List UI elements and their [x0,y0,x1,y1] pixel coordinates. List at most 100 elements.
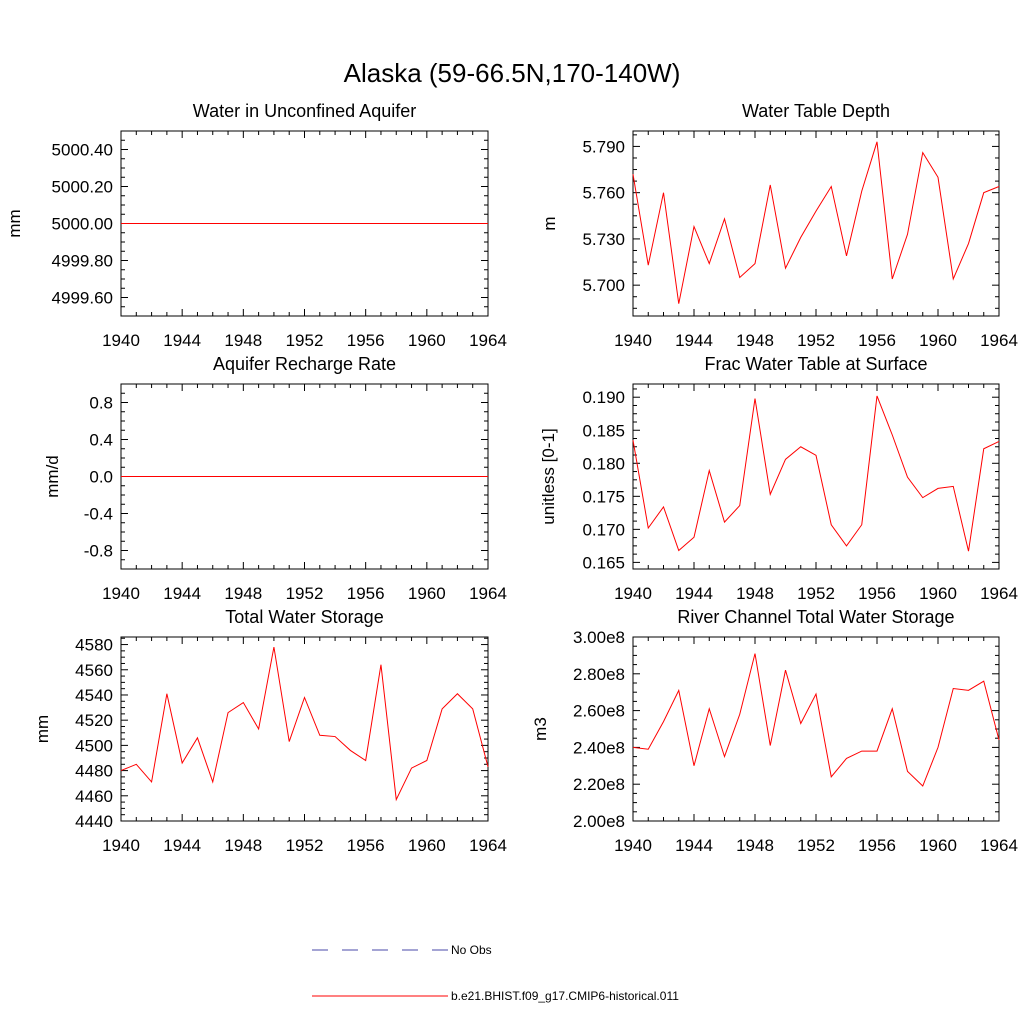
x-tick-label: 1940 [102,331,140,350]
x-tick-label: 1956 [858,836,896,855]
y-tick-label: 0.4 [89,431,113,450]
panel-title: Water Table Depth [742,101,890,121]
y-tick-label: 5.700 [582,276,625,295]
plot-frame [632,636,1000,822]
y-tick-label: 2.80e8 [573,665,625,684]
series-line [632,653,1000,787]
panel-title: Aquifer Recharge Rate [213,354,396,374]
y-axis-label: mm [33,715,52,743]
y-tick-label: 5000.40 [52,141,113,160]
series-line [632,141,1000,304]
x-tick-label: 1952 [797,836,835,855]
y-tick-label: 3.00e8 [573,628,625,647]
y-tick-label: 5.790 [582,137,625,156]
y-tick-label: 0.170 [582,520,625,539]
x-tick-label: 1964 [980,836,1018,855]
y-tick-label: 0.8 [89,394,113,413]
chart-panel-1: Water in Unconfined Aquifer 1940 1944 1948 1… [5,101,507,350]
x-tick-label: 1956 [858,331,896,350]
y-tick-label: 5.760 [582,184,625,203]
chart-panel-5: Total Water Storage 1940 1944 1948 1952 1956 1… [33,607,507,855]
x-tick-label: 1944 [675,836,713,855]
x-tick-label: 1944 [163,836,201,855]
y-tick-label: 2.40e8 [573,738,625,757]
y-tick-label: 0.185 [582,421,625,440]
x-tick-label: 1956 [347,584,385,603]
x-tick-label: 1940 [614,836,652,855]
x-tick-label: 1948 [224,584,262,603]
y-tick-label: 4520 [75,711,113,730]
plot-frame [632,383,1000,570]
x-tick-label: 1952 [797,331,835,350]
y-tick-label: 5.730 [582,230,625,249]
y-tick-label: 0.190 [582,388,625,407]
chart-panel-6: River Channel Total Water Storage 1940 194… [531,607,1018,855]
y-tick-label: 4480 [75,762,113,781]
chart-panel-2: Water Table Depth 1940 1944 1948 1952 1956 196… [540,101,1018,350]
x-tick-label: 1944 [675,584,713,603]
x-tick-label: 1960 [408,331,446,350]
legend-label: No Obs [451,943,492,957]
x-tick-label: 1948 [736,331,774,350]
x-tick-label: 1944 [675,331,713,350]
x-tick-label: 1964 [469,584,507,603]
x-tick-label: 1956 [858,584,896,603]
y-tick-label: 2.20e8 [573,775,625,794]
y-tick-label: 4999.80 [52,252,113,271]
y-tick-label: 4500 [75,736,113,755]
y-tick-label: 0.0 [89,468,113,487]
y-tick-label: 0.175 [582,487,625,506]
x-tick-label: 1952 [797,584,835,603]
x-tick-label: 1964 [980,584,1018,603]
x-tick-label: 1956 [347,836,385,855]
series-line [632,395,1000,552]
x-tick-label: 1960 [919,331,957,350]
x-tick-label: 1956 [347,331,385,350]
legend-entry-1: No Obs [312,943,492,957]
x-tick-label: 1952 [286,836,324,855]
x-tick-label: 1948 [224,331,262,350]
y-axis-label: m3 [531,717,550,741]
y-tick-label: -0.4 [84,505,113,524]
y-tick-label: 4580 [75,636,113,655]
x-tick-label: 1964 [469,331,507,350]
figure-title: Alaska (59-66.5N,170-140W) [344,58,681,88]
x-tick-label: 1964 [469,836,507,855]
y-tick-label: 5000.00 [52,215,113,234]
x-tick-label: 1960 [408,836,446,855]
x-tick-label: 1940 [614,584,652,603]
y-tick-label: 4460 [75,787,113,806]
plot-frame [632,130,1000,317]
x-tick-label: 1948 [736,584,774,603]
y-tick-label: -0.8 [84,542,113,561]
x-tick-label: 1940 [102,584,140,603]
y-tick-label: 0.165 [582,553,625,572]
x-tick-label: 1960 [408,584,446,603]
y-tick-label: 5000.20 [52,178,113,197]
legend: No Obs b.e21.BHIST.f09_g17.CMIP6-historic… [312,943,679,1003]
y-tick-label: 2.60e8 [573,702,625,721]
plot-frame [120,636,489,822]
y-axis-label: unitless [0-1] [539,428,558,524]
y-tick-label: 2.00e8 [573,812,625,831]
y-axis-label: m [540,216,559,230]
x-tick-label: 1960 [919,584,957,603]
panel-title: Frac Water Table at Surface [704,354,927,374]
y-axis-label: mm [5,209,24,237]
y-tick-label: 0.180 [582,454,625,473]
y-tick-label: 4999.60 [52,289,113,308]
panel-title: Total Water Storage [225,607,383,627]
x-tick-label: 1952 [286,584,324,603]
x-tick-label: 1944 [163,584,201,603]
y-tick-label: 4540 [75,686,113,705]
chart-panel-4: Frac Water Table at Surface 1940 1944 1948 1… [539,354,1018,603]
x-tick-label: 1952 [286,331,324,350]
panels: Water in Unconfined Aquifer 1940 1944 1948 1… [5,101,1018,855]
series-line [120,646,489,802]
x-tick-label: 1944 [163,331,201,350]
y-tick-label: 4560 [75,661,113,680]
chart-panel-3: Aquifer Recharge Rate 1940 1944 1948 1952 195… [43,354,507,603]
x-tick-label: 1940 [102,836,140,855]
legend-entry-2: b.e21.BHIST.f09_g17.CMIP6-historical.011 [312,989,679,1003]
